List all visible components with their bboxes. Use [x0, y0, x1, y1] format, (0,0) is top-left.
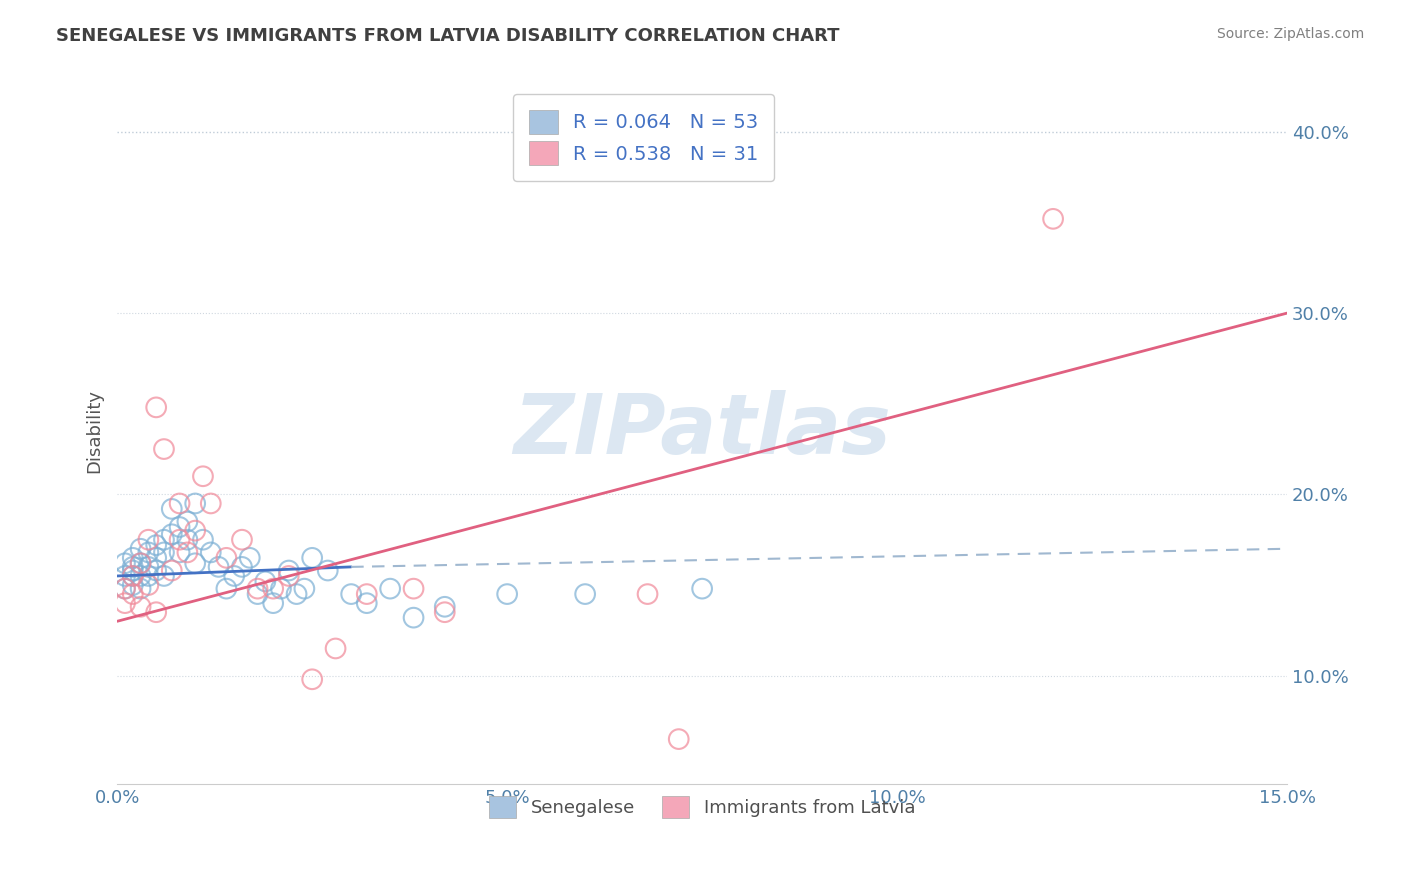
Point [145, 401, 167, 415]
Point [246, 587, 269, 601]
Point [356, 596, 378, 610]
Point [121, 569, 143, 583]
Point [574, 587, 596, 601]
Point [169, 545, 191, 559]
Point [262, 596, 284, 610]
Point [1042, 211, 1064, 226]
Point [285, 587, 308, 601]
Point [160, 527, 183, 541]
Point [378, 582, 401, 596]
Point [184, 524, 207, 538]
Text: Source: ZipAtlas.com: Source: ZipAtlas.com [1216, 27, 1364, 41]
Point [153, 442, 176, 456]
Point [356, 587, 378, 601]
Point [340, 587, 363, 601]
Point [114, 556, 136, 570]
Point [246, 582, 269, 596]
Point [176, 533, 198, 547]
Point [138, 578, 160, 592]
Point [138, 545, 160, 559]
Point [138, 533, 160, 547]
Point [231, 560, 253, 574]
Point [184, 496, 207, 510]
Point [129, 569, 152, 583]
Point [153, 569, 176, 583]
Point [138, 569, 160, 583]
Point [129, 582, 152, 596]
Point [129, 556, 152, 570]
Point [433, 599, 456, 614]
Point [169, 520, 191, 534]
Point [114, 582, 136, 596]
Point [114, 582, 136, 596]
Point [215, 582, 238, 596]
Point [301, 673, 323, 687]
Point [138, 560, 160, 574]
Point [316, 564, 339, 578]
Point [121, 578, 143, 592]
Point [121, 550, 143, 565]
Point [160, 564, 183, 578]
Text: SENEGALESE VS IMMIGRANTS FROM LATVIA DISABILITY CORRELATION CHART: SENEGALESE VS IMMIGRANTS FROM LATVIA DIS… [56, 27, 839, 45]
Point [277, 569, 299, 583]
Point [129, 556, 152, 570]
Point [169, 496, 191, 510]
Point [215, 550, 238, 565]
Point [301, 550, 323, 565]
Legend: Senegalese, Immigrants from Latvia: Senegalese, Immigrants from Latvia [482, 789, 922, 825]
Point [402, 582, 425, 596]
Point [200, 496, 222, 510]
Point [121, 560, 143, 574]
Point [262, 582, 284, 596]
Text: ZIPatlas: ZIPatlas [513, 391, 891, 472]
Point [191, 469, 214, 483]
Point [231, 533, 253, 547]
Point [129, 599, 152, 614]
Point [402, 610, 425, 624]
Point [169, 533, 191, 547]
Point [184, 556, 207, 570]
Point [637, 587, 659, 601]
Point [191, 533, 214, 547]
Point [160, 501, 183, 516]
Point [433, 605, 456, 619]
Point [496, 587, 519, 601]
Point [239, 550, 262, 565]
Point [200, 545, 222, 559]
Point [121, 564, 143, 578]
Point [145, 605, 167, 619]
Point [270, 582, 292, 596]
Point [224, 569, 246, 583]
Point [114, 569, 136, 583]
Point [121, 587, 143, 601]
Point [145, 550, 167, 565]
Point [129, 541, 152, 556]
Point [690, 582, 713, 596]
Point [145, 538, 167, 552]
Point [176, 515, 198, 529]
Point [207, 560, 229, 574]
Y-axis label: Disability: Disability [86, 389, 103, 473]
Point [277, 564, 299, 578]
Point [292, 582, 315, 596]
Point [114, 596, 136, 610]
Point [668, 732, 690, 747]
Point [121, 569, 143, 583]
Point [254, 574, 277, 589]
Point [176, 545, 198, 559]
Point [153, 545, 176, 559]
Point [145, 564, 167, 578]
Point [153, 533, 176, 547]
Point [325, 641, 347, 656]
